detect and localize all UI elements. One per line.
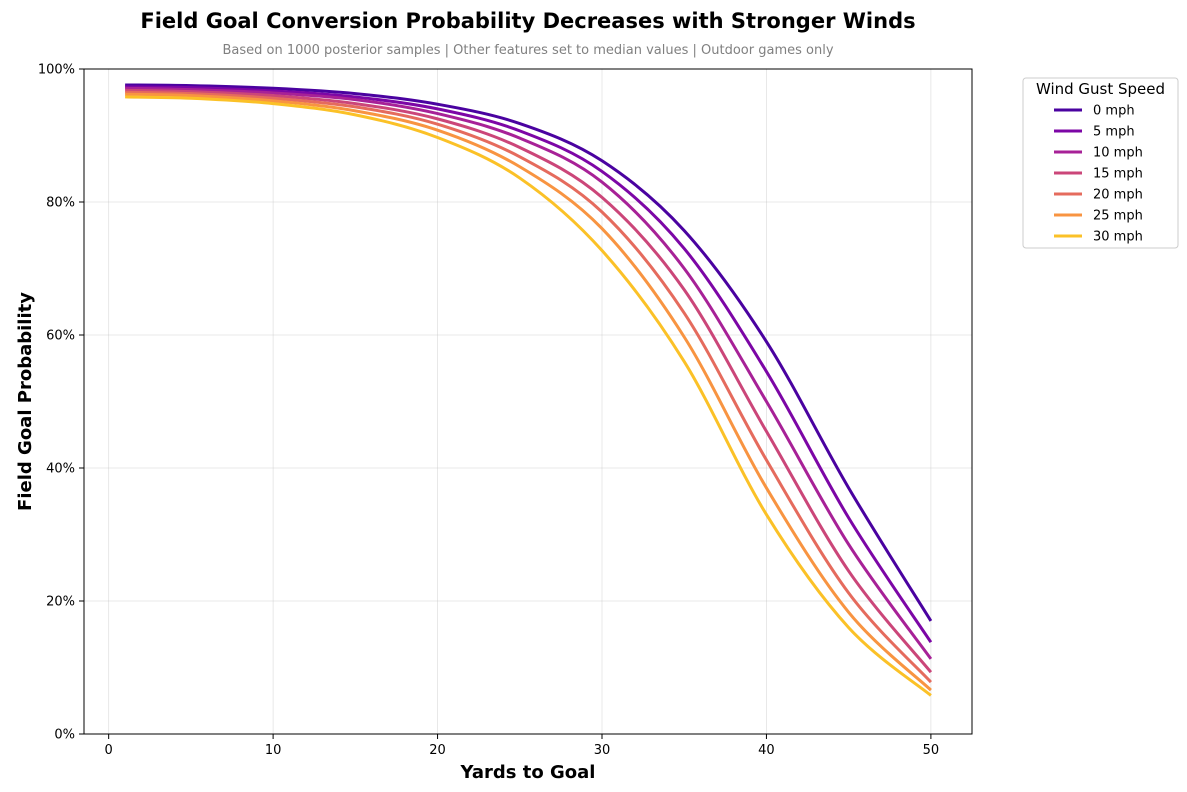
y-tick-label: 0% bbox=[54, 728, 75, 743]
y-tick-label: 40% bbox=[46, 462, 75, 477]
series-line-0-mph bbox=[125, 83, 933, 622]
x-tick-label: 50 bbox=[923, 743, 940, 758]
chart-title: Field Goal Conversion Probability Decrea… bbox=[140, 9, 915, 33]
x-tick-label: 0 bbox=[105, 743, 113, 758]
series-lines bbox=[125, 83, 933, 697]
legend-label: 30 mph bbox=[1093, 230, 1143, 245]
x-tick-label: 10 bbox=[265, 743, 282, 758]
x-tick-label: 40 bbox=[758, 743, 775, 758]
x-tick-label: 20 bbox=[429, 743, 446, 758]
x-axis-ticks: 0 10 20 30 40 50 bbox=[105, 734, 940, 758]
series-line-10-mph bbox=[125, 86, 933, 660]
series-line-30-mph bbox=[125, 95, 932, 697]
y-axis-label: Field Goal Probability bbox=[15, 292, 36, 511]
legend-label: 5 mph bbox=[1093, 125, 1135, 140]
series-line-20-mph bbox=[125, 90, 932, 684]
series-line-15-mph bbox=[125, 88, 933, 674]
legend-label: 20 mph bbox=[1093, 188, 1143, 203]
y-tick-label: 60% bbox=[46, 329, 75, 344]
y-tick-label: 80% bbox=[46, 196, 75, 211]
series-line-5-mph bbox=[125, 85, 933, 644]
x-tick-label: 30 bbox=[594, 743, 611, 758]
legend-label: 15 mph bbox=[1093, 167, 1143, 182]
x-axis-label: Yards to Goal bbox=[460, 762, 596, 783]
chart-subtitle: Based on 1000 posterior samples | Other … bbox=[222, 43, 833, 58]
y-tick-label: 100% bbox=[38, 63, 75, 78]
y-tick-label: 20% bbox=[46, 595, 75, 610]
y-axis-ticks: 0% 20% 40% 60% 80% 100% bbox=[38, 63, 84, 743]
plot-frame bbox=[83, 68, 973, 735]
legend: Wind Gust Speed 0 mph 5 mph 10 mph 15 mph 20… bbox=[1022, 77, 1179, 249]
legend-label: 25 mph bbox=[1093, 209, 1143, 224]
legend-title: Wind Gust Speed bbox=[1036, 80, 1165, 98]
series-line-25-mph bbox=[125, 92, 932, 692]
legend-box bbox=[1022, 77, 1179, 249]
legend-items: 0 mph 5 mph 10 mph 15 mph 20 mph 25 mph 30 mph bbox=[1054, 104, 1143, 245]
grid bbox=[84, 68, 972, 735]
legend-label: 10 mph bbox=[1093, 146, 1143, 161]
legend-label: 0 mph bbox=[1093, 104, 1135, 119]
